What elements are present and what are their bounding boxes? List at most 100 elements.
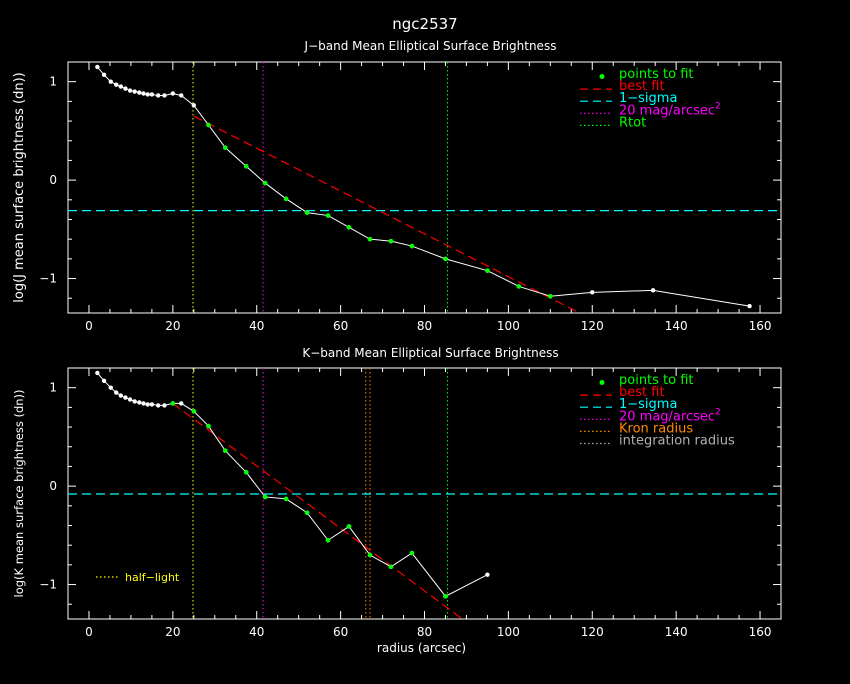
legend-label: 20 mag/arcsec2 — [619, 407, 721, 424]
profile-point — [141, 91, 146, 96]
fit-point — [283, 196, 289, 202]
fit-point — [325, 213, 331, 218]
legend-label-text: 1−sigma — [619, 397, 677, 412]
legend-label-text: points to fit — [619, 373, 694, 388]
x-tick-label: 100 — [497, 625, 520, 639]
legend-label-text: points to fit — [619, 67, 694, 82]
x-tick-label: 60 — [333, 319, 348, 333]
fit-point — [346, 225, 352, 230]
legend-label-text: 20 mag/arcsec — [619, 103, 715, 118]
x-tick-label: 20 — [165, 625, 180, 639]
best-fit-line — [172, 402, 463, 619]
y-axis-label: log(K mean surface brightness (dn)) — [12, 389, 26, 597]
fit-point — [443, 594, 448, 599]
y-tick-label: −1 — [39, 272, 57, 286]
x-tick-label: 0 — [85, 319, 93, 333]
x-tick-label: 0 — [85, 625, 93, 639]
y-tick-label: 1 — [49, 75, 57, 89]
profile-point — [108, 79, 113, 84]
half-light-legend-label: half−light — [125, 571, 180, 584]
fit-point — [367, 552, 373, 558]
legend-label: best fit — [619, 79, 665, 94]
profile-point — [747, 303, 752, 309]
x-tick-label: 160 — [749, 319, 772, 333]
fit-point — [304, 510, 310, 515]
plot-area — [68, 368, 781, 619]
legend-label-superscript: 2 — [715, 407, 721, 417]
fit-point — [283, 496, 289, 502]
legend-label: integration radius — [619, 434, 735, 449]
profile-point — [170, 91, 176, 96]
legend-label-text: 1−sigma — [619, 91, 677, 106]
fit-point — [191, 409, 197, 414]
profile-point — [118, 393, 124, 398]
profile-point — [162, 93, 167, 98]
y-tick-label: 0 — [49, 479, 57, 493]
profile-point — [590, 290, 595, 295]
x-tick-label: 80 — [417, 625, 432, 639]
profile-point — [179, 93, 184, 98]
y-tick-label: 1 — [49, 381, 57, 395]
profile-point — [155, 93, 161, 98]
profile-point — [141, 401, 146, 406]
profile-point — [101, 72, 107, 77]
profile-point — [179, 401, 184, 406]
profile-point — [114, 82, 119, 87]
profile-point — [123, 395, 128, 400]
profile-point — [149, 92, 155, 97]
x-tick-label: 140 — [665, 319, 688, 333]
profile-point — [137, 400, 142, 405]
k-band-panel: K−band Mean Elliptical Surface Brightnes… — [12, 346, 782, 655]
fit-point — [443, 256, 448, 262]
fit-point — [346, 524, 352, 529]
x-tick-label: 140 — [665, 625, 688, 639]
x-tick-label: 60 — [333, 625, 348, 639]
plot-area — [68, 62, 781, 313]
x-tick-label: 40 — [249, 625, 264, 639]
profile-point — [650, 288, 656, 293]
fit-point — [170, 401, 176, 406]
profile-point — [101, 378, 107, 383]
legend-label-text: best fit — [619, 385, 665, 400]
profile-point — [145, 402, 150, 407]
fit-point — [262, 180, 268, 186]
fit-point — [388, 238, 394, 244]
profile-point — [132, 89, 137, 94]
fit-point — [262, 494, 268, 500]
legend-label: points to fit — [619, 67, 694, 82]
profile-point — [108, 385, 113, 390]
profile-point — [127, 397, 133, 402]
profile-point — [127, 88, 133, 93]
profile-point — [162, 403, 167, 408]
x-tick-label: 40 — [249, 319, 264, 333]
fit-point — [304, 210, 310, 215]
fit-point — [243, 470, 249, 475]
legend-label-text: 20 mag/arcsec — [619, 409, 715, 424]
figure-title: ngc2537 — [392, 15, 457, 33]
profile-point — [114, 390, 119, 395]
profile-point — [123, 86, 128, 91]
y-tick-label: −1 — [39, 578, 57, 592]
profile-line — [96, 372, 488, 597]
fit-point — [516, 284, 522, 289]
legend-label-text: integration radius — [619, 434, 735, 449]
x-tick-label: 100 — [497, 319, 520, 333]
x-tick-label: 120 — [581, 625, 604, 639]
fit-point — [485, 268, 490, 273]
profile-point — [149, 402, 155, 407]
legend-label-text: Rtot — [619, 115, 646, 130]
fit-point — [388, 564, 394, 570]
x-tick-label: 160 — [749, 625, 772, 639]
legend-symbol — [599, 74, 605, 79]
profile-point — [191, 103, 197, 108]
panel-title: K−band Mean Elliptical Surface Brightnes… — [302, 346, 558, 360]
y-tick-label: 0 — [49, 173, 57, 187]
y-axis-label: log(J mean surface brightness (dn)) — [12, 72, 27, 302]
legend-label: 1−sigma — [619, 397, 677, 412]
profile-point — [118, 84, 124, 89]
legend-symbol — [599, 380, 605, 385]
profile-point — [95, 64, 100, 70]
x-tick-label: 20 — [165, 319, 180, 333]
x-axis-label: radius (arcsec) — [377, 641, 466, 655]
